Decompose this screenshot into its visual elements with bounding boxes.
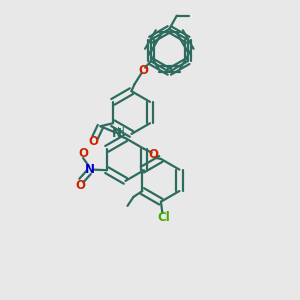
- Text: O: O: [78, 147, 88, 161]
- Text: O: O: [76, 178, 86, 192]
- Text: Cl: Cl: [157, 211, 169, 224]
- Text: O: O: [138, 64, 148, 76]
- Text: N: N: [85, 163, 94, 176]
- Text: O: O: [148, 148, 158, 161]
- Text: H: H: [117, 127, 125, 137]
- Text: O: O: [88, 135, 99, 148]
- Text: N: N: [112, 127, 122, 140]
